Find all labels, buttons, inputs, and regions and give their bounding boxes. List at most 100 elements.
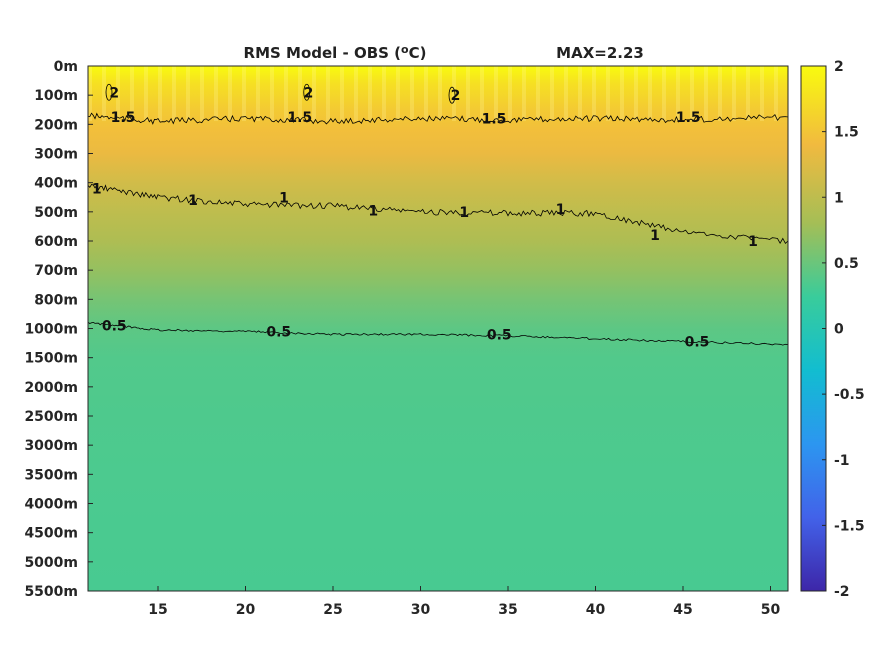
surface-stripe [172,66,176,121]
y-tick-label: 300m [34,147,78,163]
surface-stripe [704,66,708,121]
surface-stripe [284,66,288,121]
x-tick-label: 40 [586,602,606,618]
surface-stripe [270,66,274,121]
x-tick-label: 45 [673,602,692,618]
contour-label: 1 [368,203,378,219]
y-tick-label: 2000m [24,380,78,396]
contour-label: 2 [451,88,461,104]
contour-label: 1 [748,234,758,250]
y-tick-label: 0m [54,59,78,75]
colorbar-tick-label: -1.5 [834,518,865,534]
surface-stripe [676,66,680,121]
contour-label: 1 [92,182,102,198]
y-tick-label: 3500m [24,467,78,483]
contour-label: 1.5 [676,110,701,126]
contour-label: 1 [459,205,469,221]
x-tick-label: 50 [761,602,781,618]
surface-stripe [326,66,330,121]
y-tick-label: 500m [34,205,78,221]
contour-label: 2 [109,85,119,101]
x-tick-label: 35 [498,602,517,618]
surface-stripe [774,66,778,121]
y-tick-label: 3000m [24,438,78,454]
surface-stripe [788,66,792,121]
y-tick-label: 600m [34,234,78,250]
x-tick-label: 25 [323,602,342,618]
surface-stripe [144,66,148,121]
surface-stripe [88,66,92,121]
y-tick-label: 4000m [24,497,78,513]
contour-label: 1 [188,193,198,209]
title-superscript: o [401,43,409,56]
colorbar-tick-label: 0 [834,322,844,338]
y-tick-label: 200m [34,117,78,133]
contour-1-5 [88,112,788,125]
contour-label: 0.5 [102,319,127,335]
max-label: MAX=2.23 [556,44,644,62]
contour-label: 0.5 [685,335,710,351]
plot-area: 1.5 1.5 1.5 1.5 1 1 1 1 1 1 1 1 0.5 0.5 0.5 0.5 2 2 2 [88,66,792,591]
surface-stripe [410,66,414,121]
y-tick-label: 800m [34,292,78,308]
surface-stripe [200,66,204,121]
contour-label: 1.5 [111,110,136,126]
y-tick-label: 1000m [24,322,78,338]
x-tick-label: 20 [236,602,256,618]
surface-stripe [396,66,400,121]
contour-1 [88,184,788,245]
surface-stripe [438,66,442,121]
surface-stripe [746,66,750,121]
x-tick-label: 30 [411,602,431,618]
x-axis: 15 20 25 30 35 40 45 50 [148,586,780,618]
y-tick-label: 5000m [24,555,78,571]
surface-stripe [718,66,722,121]
surface-stripe [354,66,358,121]
surface-stripe [760,66,764,121]
surface-stripe [578,66,582,121]
contour-label: 1.5 [482,112,507,128]
contour-2-loop [105,83,113,101]
y-tick-label: 100m [34,88,78,104]
colorbar-tick-label: -2 [834,584,850,600]
surface-stripe [116,66,120,121]
colorbar-tick-label: -0.5 [834,387,865,403]
surface-stripe [662,66,666,121]
contour-label: 0.5 [266,324,291,340]
title-main: RMS Model - OBS ( [244,44,402,62]
surface-stripe [340,66,344,121]
contour-0-5 [88,321,788,346]
surface-stripe [620,66,624,121]
y-tick-label: 4500m [24,526,78,542]
surface-stripe [158,66,162,121]
surface-stripe [648,66,652,121]
colorbar-ticks: 2 1.5 1 0.5 0 -0.5 -1 -1.5 -2 [822,59,865,600]
contour-label: 1.5 [287,110,312,126]
heatmap-field [88,66,788,591]
surface-stripe [228,66,232,121]
contour-2-loop [448,86,456,104]
surface-stripe [130,66,134,121]
contour-label: 1 [556,202,566,218]
y-axis: 0m 100m 200m 300m 400m 500m 600m 700m 800m 1000m 1… [24,59,93,600]
surface-stripe [564,66,568,121]
surface-stripe [690,66,694,121]
surface-stripe [186,66,190,121]
x-tick-label: 15 [148,602,167,618]
surface-stripe [494,66,498,121]
y-tick-label: 2500m [24,409,78,425]
surface-stripe [452,66,456,121]
y-tick-label: 400m [34,176,78,192]
contour-label: 1 [279,190,289,206]
surface-stripe [522,66,526,121]
surface-stripe [102,66,106,121]
surface-stripe [550,66,554,121]
contour-2-loop [303,83,311,101]
surface-stripe [592,66,596,121]
title-end: C) [409,44,427,62]
contour-label: 1 [650,228,660,244]
surface-stripe [480,66,484,121]
y-tick-label: 700m [34,263,78,279]
colorbar-tick-label: -1 [834,453,850,469]
